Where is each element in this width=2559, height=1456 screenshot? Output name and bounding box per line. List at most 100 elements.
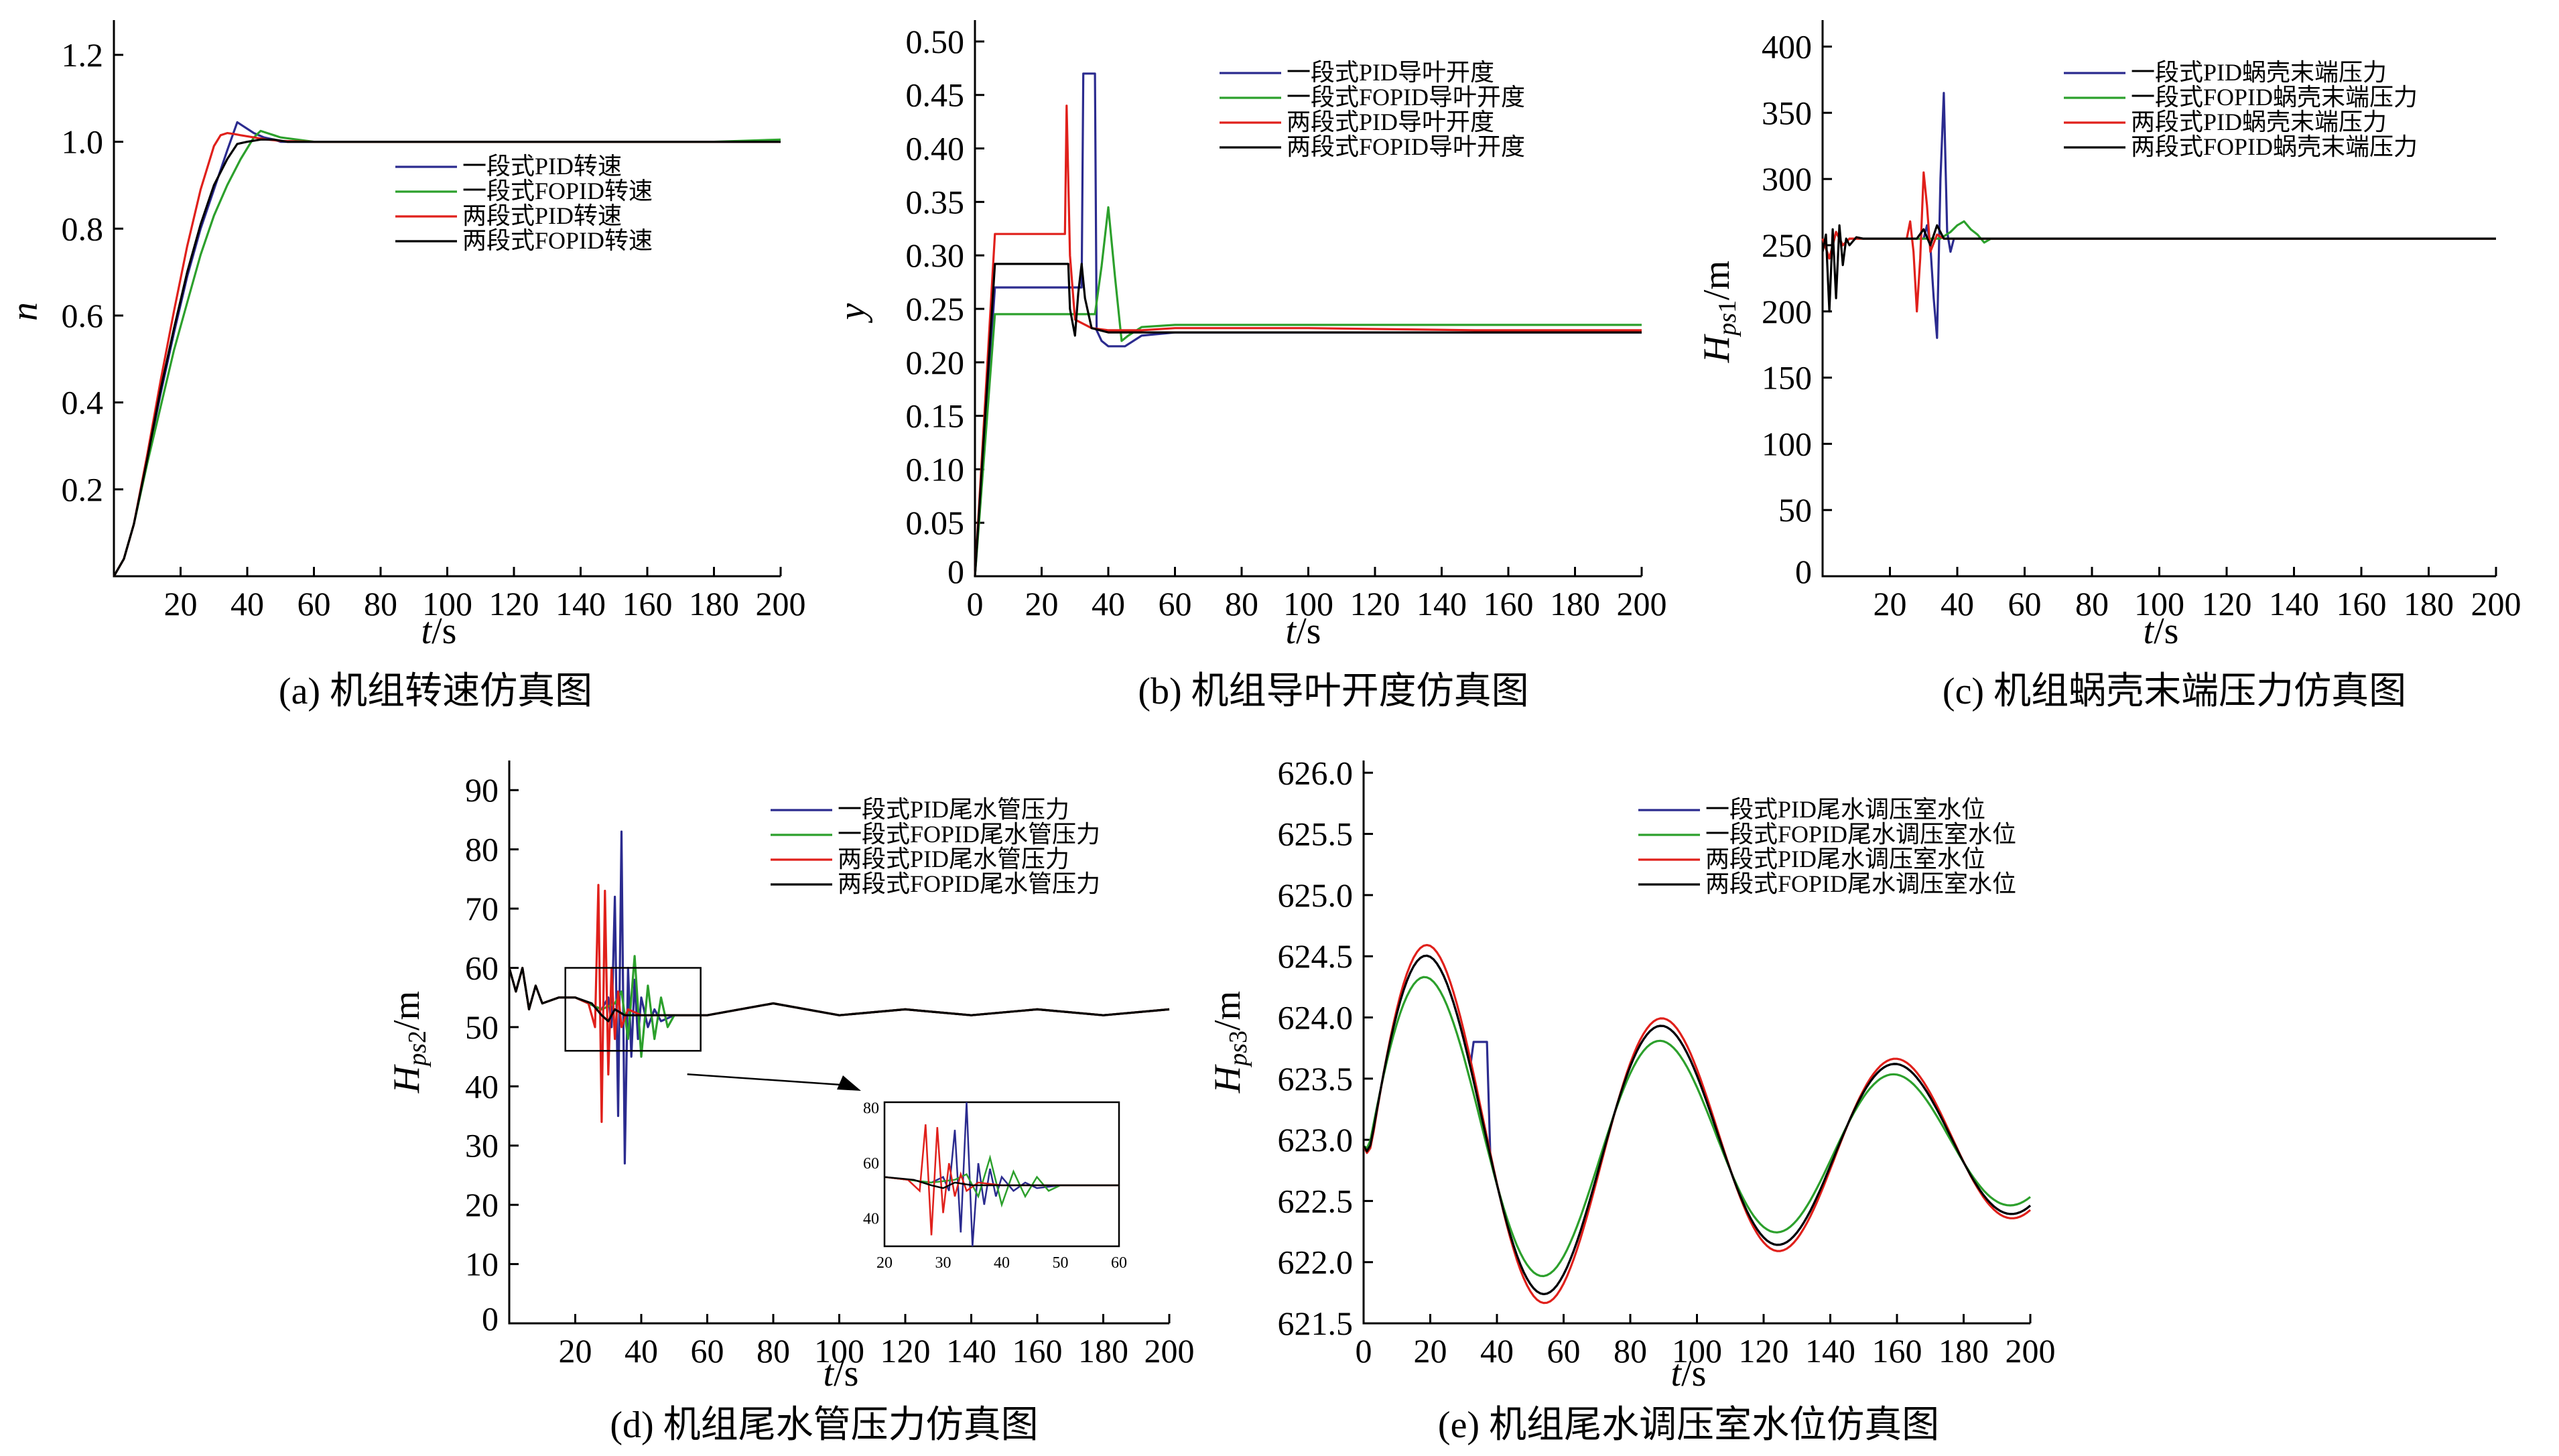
x-tick-label: 20 bbox=[1414, 1332, 1447, 1370]
x-tick-label: 120 bbox=[1350, 585, 1400, 622]
legend-label: 一段式FOPID转速 bbox=[462, 178, 653, 204]
legend-label: 两段式PID导叶开度 bbox=[1287, 109, 1494, 135]
series-line-pid1 bbox=[1362, 954, 2031, 1295]
y-tick-label: 0.8 bbox=[62, 210, 104, 247]
x-tick-label: 60 bbox=[298, 585, 331, 622]
series-line-pid1 bbox=[113, 121, 781, 577]
series-line-fopid2 bbox=[1821, 224, 2496, 313]
y-tick-label: 0.2 bbox=[62, 470, 104, 508]
zoom-arrow bbox=[687, 1073, 852, 1087]
legend-label: 一段式PID尾水调压室水位 bbox=[1705, 796, 1985, 823]
x-tick-label: 40 bbox=[231, 585, 264, 622]
x-tick-label: 100 bbox=[2134, 585, 2184, 622]
x-tick-label: 180 bbox=[1550, 585, 1600, 622]
x-tick-label: 120 bbox=[489, 585, 539, 622]
y-tick-label: 50 bbox=[465, 1008, 499, 1046]
inset-y-tick-label: 40 bbox=[863, 1211, 879, 1228]
x-tick-label: 40 bbox=[1480, 1332, 1514, 1370]
zoom-box bbox=[564, 967, 702, 1052]
x-tick-label: 100 bbox=[1283, 585, 1333, 622]
x-tick-label: 200 bbox=[1617, 585, 1667, 622]
inset-x-tick-label: 60 bbox=[1111, 1254, 1127, 1272]
legend-label: 两段式FOPID尾水管压力 bbox=[838, 870, 1100, 897]
legend: 一段式PID尾水调压室水位一段式FOPID尾水调压室水位两段式PID尾水调压室水… bbox=[1638, 796, 2016, 897]
inset-series-fopid2 bbox=[884, 1176, 1119, 1189]
series-line-fopid2 bbox=[1362, 954, 2031, 1295]
y-tick-label: 400 bbox=[1762, 28, 1812, 66]
panel-caption: (b) 机组导叶开度仿真图 bbox=[1138, 671, 1528, 712]
x-tick-label: 80 bbox=[1614, 1332, 1647, 1370]
legend-label: 两段式PID尾水管压力 bbox=[838, 846, 1069, 872]
x-tick-label: 80 bbox=[757, 1332, 790, 1370]
y-axis-label: n bbox=[4, 302, 46, 321]
inset-x-tick-label: 20 bbox=[876, 1254, 893, 1272]
series-line-pid2 bbox=[1821, 171, 2496, 313]
y-tick-label: 0.10 bbox=[906, 450, 965, 488]
legend-label: 一段式FOPID尾水调压室水位 bbox=[1705, 821, 2016, 848]
x-tick-label: 200 bbox=[2471, 585, 2521, 622]
y-tick-label: 0 bbox=[482, 1300, 499, 1337]
chart-panel-b: 0 20 40 60 80 100 120 140 160 180 200 0.05 0.10 0.15 0… bbox=[832, 20, 1667, 712]
y-tick-label: 623.5 bbox=[1278, 1060, 1354, 1098]
chart-panel-c: 20 40 60 80 100 120 140 160 180 200 50 100 150 200 250… bbox=[1696, 20, 2521, 712]
inset-x-tick-label: 30 bbox=[935, 1254, 952, 1272]
x-tick-label: 200 bbox=[2006, 1332, 2056, 1370]
series-line-fopid1 bbox=[113, 129, 781, 577]
x-axis-label: t/s bbox=[421, 610, 457, 652]
y-tick-label: 0 bbox=[947, 553, 964, 590]
x-tick-label: 160 bbox=[2337, 585, 2387, 622]
series-group bbox=[974, 72, 1642, 577]
x-tick-label: 160 bbox=[1484, 585, 1534, 622]
legend-label: 一段式FOPID导叶开度 bbox=[1287, 84, 1525, 111]
y-tick-label: 624.0 bbox=[1278, 998, 1354, 1036]
x-tick-label: 80 bbox=[1225, 585, 1258, 622]
inset-series-fopid1 bbox=[884, 1154, 1119, 1208]
series-line-pid2 bbox=[974, 105, 1642, 577]
y-tick-label: 0.4 bbox=[62, 384, 104, 421]
x-tick-label: 20 bbox=[559, 1332, 592, 1370]
panel-caption: (a) 机组转速仿真图 bbox=[279, 671, 592, 712]
y-tick-label: 1.0 bbox=[62, 123, 104, 161]
y-tick-label: 150 bbox=[1762, 359, 1812, 397]
x-tick-label: 100 bbox=[814, 1332, 864, 1370]
x-axis-label: t/s bbox=[1286, 610, 1321, 652]
y-axis-label: y bbox=[832, 303, 873, 323]
x-tick-label: 40 bbox=[1941, 585, 1974, 622]
inset-y-tick-label: 80 bbox=[863, 1100, 879, 1117]
x-tick-label: 160 bbox=[1012, 1332, 1063, 1370]
inset-chart: 20 30 40 50 60 40 60 80 bbox=[863, 1100, 1127, 1272]
y-tick-label: 1.2 bbox=[62, 36, 104, 74]
x-tick-label: 60 bbox=[691, 1332, 724, 1370]
inset-y-tick-label: 60 bbox=[863, 1155, 879, 1173]
legend-label: 两段式FOPID导叶开度 bbox=[1287, 133, 1525, 160]
inset-frame bbox=[883, 1101, 1120, 1248]
y-tick-label: 624.5 bbox=[1278, 937, 1354, 975]
panel-caption: (d) 机组尾水管压力仿真图 bbox=[610, 1404, 1038, 1446]
y-tick-label: 0.35 bbox=[906, 183, 965, 220]
y-tick-label: 300 bbox=[1762, 160, 1812, 198]
x-tick-label: 200 bbox=[1144, 1332, 1195, 1370]
axis-lines bbox=[113, 20, 781, 578]
x-tick-label: 20 bbox=[164, 585, 198, 622]
series-line-fopid1 bbox=[974, 206, 1642, 577]
x-tick-label: 180 bbox=[689, 585, 739, 622]
panel-caption: (c) 机组蜗壳末端压力仿真图 bbox=[1943, 671, 2406, 712]
x-tick-label: 0 bbox=[967, 585, 984, 622]
legend-label: 一段式FOPID蜗壳末端压力 bbox=[2131, 84, 2418, 111]
chart-panel-e: 0 20 40 60 80 100 120 140 160 180 200 621.5 622.0 622… bbox=[1207, 754, 2056, 1446]
y-tick-label: 625.0 bbox=[1278, 876, 1354, 914]
panel-caption: (e) 机组尾水调压室水位仿真图 bbox=[1438, 1404, 1939, 1446]
x-tick-label: 40 bbox=[1092, 585, 1125, 622]
series-line-fopid2 bbox=[508, 966, 1170, 1022]
x-tick-label: 20 bbox=[1025, 585, 1059, 622]
y-tick-label: 0.40 bbox=[906, 130, 965, 168]
x-tick-label: 180 bbox=[1078, 1332, 1128, 1370]
y-tick-label: 0.50 bbox=[906, 23, 965, 60]
legend-label: 一段式PID蜗壳末端压力 bbox=[2131, 59, 2387, 86]
x-tick-label: 180 bbox=[1939, 1332, 1989, 1370]
series-line-fopid2 bbox=[113, 138, 781, 577]
y-tick-label: 625.5 bbox=[1278, 815, 1354, 853]
chart-panel-d: 20 40 60 80 100 120 140 160 180 20010203040506070… bbox=[386, 760, 1195, 1446]
series-line-pid2 bbox=[1362, 943, 2032, 1305]
